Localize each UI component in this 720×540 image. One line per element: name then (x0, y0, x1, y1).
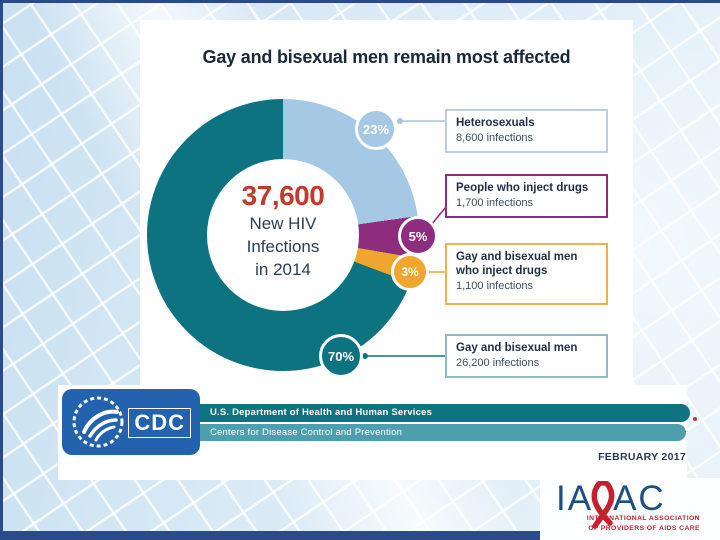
callout-box-pwid: People who inject drugs 1,700 infections (445, 174, 608, 218)
pct-bubble-gbm: 70% (319, 334, 363, 378)
cdc-agency-bar: Centers for Disease Control and Preventi… (198, 424, 686, 441)
pct-bubble-heterosexuals: 23% (355, 108, 397, 150)
callout-label: Gay and bisexual men (456, 342, 578, 354)
banner-end-dot (693, 417, 697, 421)
donut-center-label: 37,600 New HIV Infections in 2014 (193, 180, 373, 281)
cdc-acronym: CDC (128, 408, 191, 438)
slide-edge-top (0, 0, 720, 3)
callout-label: Gay and bisexual men who inject drugs (456, 251, 578, 277)
slide-edge-bottom (0, 531, 720, 540)
iapac-letters-left: IA (556, 479, 594, 518)
total-infections-value: 37,600 (241, 180, 325, 211)
date-label: FEBRUARY 2017 (598, 451, 686, 463)
pct-bubble-pwid: 5% (398, 216, 438, 256)
callout-count: 1,700 infections (456, 197, 534, 209)
iapac-caption-line1: INTERNATIONAL ASSOCIATION (586, 515, 700, 522)
iapac-caption: INTERNATIONAL ASSOCIATION OF PROVIDERS O… (520, 514, 700, 533)
iapac-panel (540, 478, 720, 540)
iapac-letters-right: AC (613, 479, 666, 518)
center-line-1: New HIV (249, 214, 317, 233)
slide-edge-left (0, 0, 3, 540)
iapac-logo: IA AC (556, 481, 666, 529)
aids-ribbon-icon (591, 481, 615, 529)
callout-count: 8,600 infections (456, 132, 534, 144)
callout-box-heterosexuals: Heterosexuals 8,600 infections (445, 109, 608, 153)
chart-title: Gay and bisexual men remain most affecte… (202, 47, 571, 67)
center-line-3: in 2014 (255, 260, 311, 279)
pct-bubble-gbm-pwid: 3% (391, 253, 429, 291)
callout-label: People who inject drugs (456, 182, 589, 194)
callout-count: 26,200 infections (456, 357, 540, 369)
hhs-eagle-icon (72, 396, 124, 448)
iapac-caption-line2: OF PROVIDERS OF AIDS CARE (588, 524, 700, 532)
hhs-cdc-logo: CDC (62, 389, 200, 455)
callout-box-gbm: Gay and bisexual men 26,200 infections (445, 334, 608, 378)
callout-box-gbm-pwid: Gay and bisexual men who inject drugs 1,… (445, 243, 608, 305)
hhs-department-bar: U.S. Department of Health and Human Serv… (198, 404, 690, 422)
donut-chart (147, 99, 419, 371)
donut-hole (207, 159, 359, 311)
callout-count: 1,100 infections (456, 280, 534, 292)
callout-label: Heterosexuals (456, 117, 535, 129)
center-line-2: Infections (246, 237, 320, 256)
